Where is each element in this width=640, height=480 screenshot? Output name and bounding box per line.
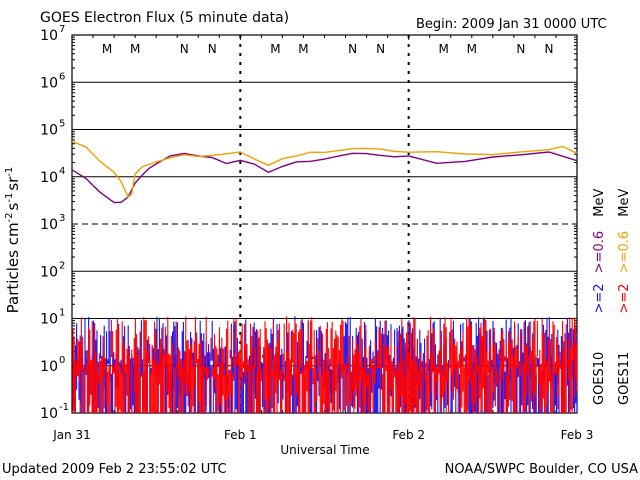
y-tick-exponent: 2	[59, 260, 65, 271]
legend-goes10-06mev: >=0.6	[592, 231, 607, 273]
y-tick-exponent: 7	[59, 24, 65, 35]
y-tick-1e1: 10	[40, 312, 58, 328]
y-tick-1e7: 10	[40, 28, 58, 44]
y-tick-1e3: 10	[40, 217, 58, 233]
begin-date: Begin: 2009 Jan 31 0000 UTC	[416, 17, 607, 32]
legend-goes11-06mev: >=0.6	[617, 231, 632, 273]
x-tick-label: Feb 3	[561, 428, 594, 442]
legend-goes11-2mev: >=2	[617, 283, 632, 313]
day-marker-n: N	[208, 42, 217, 56]
legend-goes10-unit: MeV	[592, 189, 607, 217]
series-goes11-06mev	[71, 140, 578, 198]
day-marker-m: M	[467, 42, 477, 56]
svg-text:Particles cm-2s-1sr-1: Particles cm-2s-1sr-1	[4, 167, 22, 314]
legend-goes11-sat: GOES11	[617, 352, 632, 405]
y-axis-label: Particles cm-2s-1sr-1	[4, 167, 22, 314]
day-marker-m: M	[102, 42, 112, 56]
y-tick-1e0: 10	[40, 359, 58, 375]
day-marker-n: N	[348, 42, 357, 56]
legend-goes10-2mev: >=2	[592, 283, 607, 313]
day-marker-n: N	[180, 42, 189, 56]
x-axis-label: Universal Time	[280, 443, 369, 457]
flux-lines	[71, 140, 578, 204]
y-tick-exponent: 3	[59, 213, 65, 224]
y-tick-exponent: 5	[59, 119, 65, 130]
series-goes11-2mev	[72, 316, 578, 413]
x-tick-label: Jan 31	[52, 428, 91, 442]
y-tick-1e2: 10	[40, 264, 58, 280]
series-goes10-06mev	[71, 151, 578, 204]
chart-title: GOES Electron Flux (5 minute data)	[40, 10, 289, 26]
y-tick-1e-1: 10	[40, 406, 58, 422]
y-tick-1e5: 10	[40, 123, 58, 139]
svg-text:GOES10 >=2 >=0.6: GOES10 >=2 >=0.6 MeV	[592, 189, 607, 405]
day-marker-n: N	[376, 42, 385, 56]
updated-timestamp: Updated 2009 Feb 2 23:55:02 UTC	[2, 462, 227, 477]
credit-text: NOAA/SWPC Boulder, CO USA	[445, 462, 638, 477]
x-tick-label: Feb 2	[392, 428, 425, 442]
legend-goes11-unit: MeV	[617, 189, 632, 217]
noise-series	[72, 316, 578, 413]
y-tick-1e6: 10	[40, 75, 58, 91]
day-marker-m: M	[130, 42, 140, 56]
y-tick-1e4: 10	[40, 170, 58, 186]
y-tick-exponent: 4	[59, 166, 65, 177]
legend-goes11: GOES11 >=2 >=0.6 MeV	[617, 189, 632, 405]
y-tick-exponent: 1	[59, 308, 65, 319]
legend-goes10: GOES10 >=2 >=0.6 MeV	[592, 189, 607, 405]
y-tick-exponent: 6	[59, 71, 65, 82]
day-marker-n: N	[516, 42, 525, 56]
day-marker-m: M	[439, 42, 449, 56]
x-tick-label: Feb 1	[224, 428, 257, 442]
legend-goes10-sat: GOES10	[592, 352, 607, 405]
day-marker-m: M	[298, 42, 308, 56]
day-marker-m: M	[270, 42, 280, 56]
day-marker-n: N	[544, 42, 553, 56]
svg-text:GOES11 >=2 >=0.6: GOES11 >=2 >=0.6 MeV	[617, 189, 632, 405]
y-tick-exponent: -1	[59, 402, 69, 413]
y-tick-exponent: 0	[59, 355, 65, 366]
